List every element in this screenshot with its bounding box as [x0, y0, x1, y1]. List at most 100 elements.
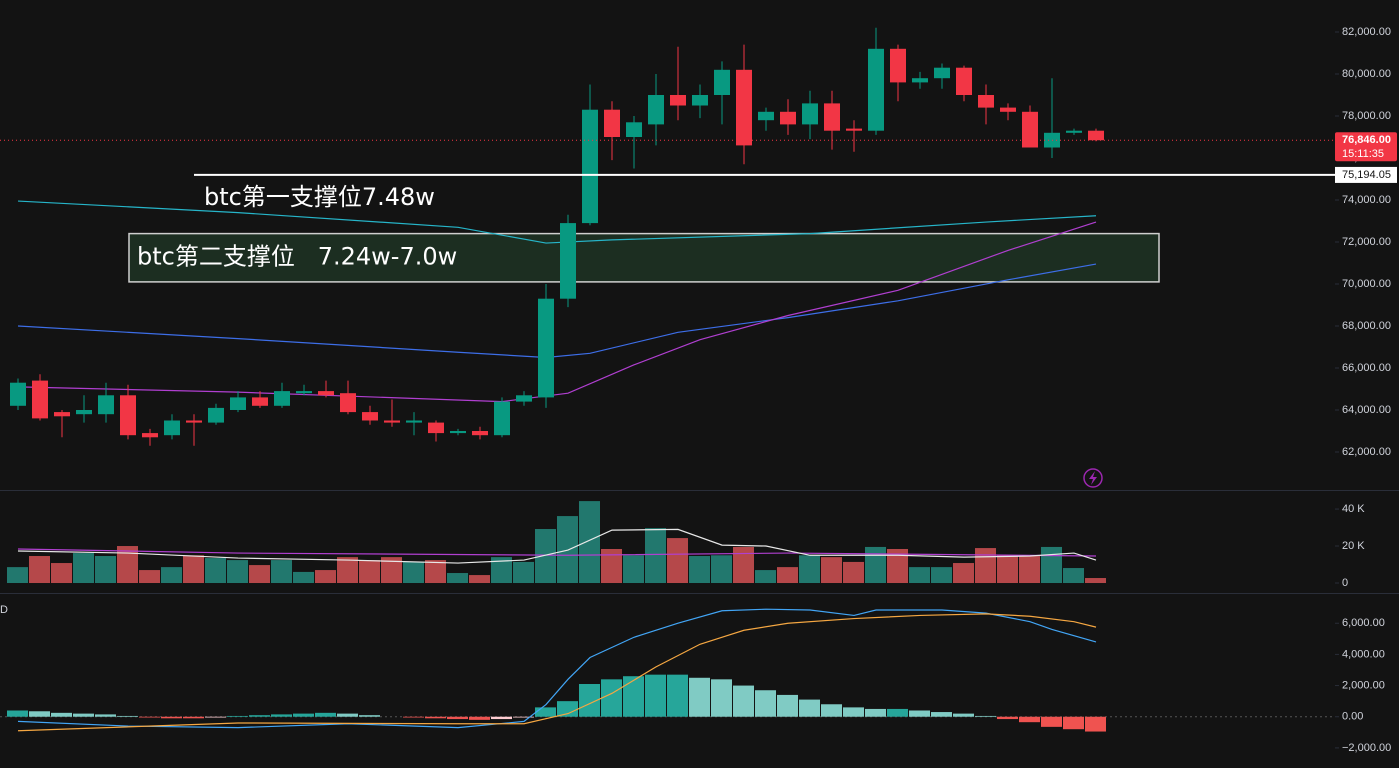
volume-bar — [447, 573, 468, 584]
volume-bar — [425, 560, 446, 584]
macd-histogram-bar — [359, 715, 380, 717]
volume-bar — [777, 567, 798, 584]
macd-histogram-bar — [953, 713, 974, 717]
macd-histogram-bar — [315, 712, 336, 717]
candle-body — [76, 409, 92, 415]
candle-body — [164, 420, 180, 436]
volume-bar — [975, 548, 996, 584]
macd-histogram-bar — [73, 713, 94, 717]
alert-icon[interactable] — [1083, 468, 1103, 488]
moving-average — [17, 200, 1097, 244]
macd-histogram-bar — [491, 716, 512, 720]
macd-histogram-bar — [777, 694, 798, 717]
macd-histogram-bar — [7, 710, 28, 717]
price-label-box — [1335, 166, 1397, 183]
macd-histogram-bar — [821, 704, 842, 717]
candle-body — [868, 48, 884, 131]
volume-bar — [491, 557, 512, 584]
candle-body — [538, 298, 554, 398]
macd-histogram-bar — [469, 716, 490, 720]
macd-histogram-bar — [513, 716, 534, 718]
y-tick-label: 4,000.00 — [1342, 648, 1385, 660]
volume-bar — [1041, 546, 1062, 584]
macd-histogram-bar — [1063, 716, 1084, 730]
candle-body — [560, 223, 576, 299]
volume-bar — [161, 567, 182, 584]
candle-body — [780, 111, 796, 125]
macd-histogram-bar — [887, 708, 908, 717]
volume-bar — [645, 528, 666, 584]
plot: 62,000.00 64,000.00 66,000.00 68,000.00 70,0… — [0, 26, 1397, 754]
volume-bar — [51, 563, 72, 584]
volume-bar — [755, 570, 776, 584]
macd-histogram-bar — [425, 716, 446, 719]
macd-histogram-bar — [623, 676, 644, 717]
candle-body — [274, 391, 290, 406]
volume-bar — [227, 560, 248, 584]
candle-body — [670, 95, 686, 106]
volume-bar — [139, 570, 160, 584]
candle-body — [406, 420, 422, 423]
macd-histogram-bar — [1019, 716, 1040, 723]
volume-bar — [799, 555, 820, 584]
volume-bar — [909, 567, 930, 584]
candle-body — [142, 433, 158, 438]
candle-body — [186, 420, 202, 423]
candle-body — [912, 78, 928, 83]
volume-bar — [821, 557, 842, 584]
candle-body — [230, 397, 246, 410]
volume-bar — [623, 555, 644, 584]
y-tick-label: 70,000.00 — [1342, 278, 1391, 290]
macd-histogram-bar — [667, 674, 688, 717]
macd-histogram-bar — [205, 716, 226, 718]
pane-label: D — [0, 604, 8, 616]
candle-body — [802, 103, 818, 125]
volume-bar — [601, 548, 622, 584]
candle-body — [296, 391, 312, 394]
volume-bar — [535, 529, 556, 584]
y-tick-label: 66,000.00 — [1342, 362, 1391, 374]
macd-histogram-bar — [601, 679, 622, 717]
candle-body — [54, 412, 70, 417]
macd-histogram-bar — [645, 674, 666, 717]
y-tick-label: 0.00 — [1342, 711, 1363, 723]
macd-histogram-bar — [997, 716, 1018, 720]
candle-body — [252, 397, 268, 406]
y-tick-label: 2,000.00 — [1342, 679, 1385, 691]
candle-body — [714, 69, 730, 96]
volume-bar — [271, 560, 292, 584]
volume-bar — [557, 516, 578, 584]
candle-body — [846, 128, 862, 131]
macd-histogram-bar — [447, 716, 468, 720]
volume-bar — [689, 556, 710, 584]
annotation: btc第二支撑位 7.24w-7.0w — [137, 243, 457, 271]
macd-histogram-bar — [1041, 716, 1062, 727]
candle-body — [648, 95, 664, 125]
macd-histogram-bar — [139, 716, 160, 718]
moving-average — [17, 221, 1097, 403]
candle-body — [362, 412, 378, 421]
macd-histogram-bar — [29, 711, 50, 717]
volume-bar — [469, 575, 490, 584]
volume-bar — [513, 561, 534, 584]
last-price-label: 76,846.00 — [1342, 134, 1391, 146]
candle-body — [472, 430, 488, 436]
candle-body — [384, 420, 400, 423]
y-tick-label: 72,000.00 — [1342, 236, 1391, 248]
volume-bar — [711, 555, 732, 584]
volume-bar — [337, 557, 358, 584]
macd-histogram-bar — [95, 714, 116, 717]
candle-body — [450, 430, 466, 434]
volume-bar — [843, 561, 864, 584]
candle-body — [516, 395, 532, 402]
candle-body — [956, 67, 972, 96]
y-tick-label: 78,000.00 — [1342, 110, 1391, 122]
macd-histogram-bar — [711, 679, 732, 717]
macd-histogram-bar — [799, 699, 820, 717]
candle-body — [626, 122, 642, 138]
candle-body — [824, 103, 840, 131]
candle-body — [978, 95, 994, 108]
macd-histogram-bar — [183, 716, 204, 719]
candle-body — [582, 109, 598, 224]
